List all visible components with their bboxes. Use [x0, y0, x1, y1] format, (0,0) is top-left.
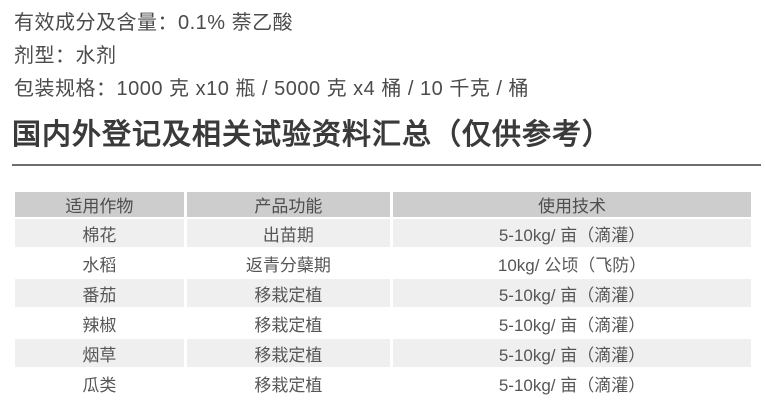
crop-cell: 辣椒	[15, 309, 184, 337]
product-info-section: 有效成分及含量：0.1% 萘乙酸 剂型：水剂 包装规格：1000 克 x10 瓶…	[0, 0, 765, 106]
info-line-packaging: 包装规格：1000 克 x10 瓶 / 5000 克 x4 桶 / 10 千克 …	[14, 78, 530, 100]
col-header-technique: 使用技术	[393, 192, 751, 217]
info-line-active-ingredient: 有效成分及含量：0.1% 萘乙酸	[14, 12, 294, 34]
technique-cell: 5-10kg/ 亩（滴灌）	[393, 219, 751, 247]
info-line-formulation: 剂型：水剂	[14, 45, 117, 67]
table-row: 水稻 返青分蘖期 10kg/ 公顷（飞防）	[15, 249, 751, 277]
col-header-crop: 适用作物	[15, 192, 184, 217]
function-cell: 移栽定植	[186, 339, 391, 367]
function-cell: 移栽定植	[186, 309, 391, 337]
crop-cell: 瓜类	[15, 369, 184, 397]
table-row: 辣椒 移栽定植 5-10kg/ 亩（滴灌）	[15, 309, 751, 337]
technique-cell: 5-10kg/ 亩（滴灌）	[393, 369, 751, 397]
col-header-function: 产品功能	[186, 192, 391, 217]
crop-cell: 棉花	[15, 219, 184, 247]
crop-cell: 烟草	[15, 339, 184, 367]
crop-cell: 番茄	[15, 279, 184, 307]
technique-cell: 5-10kg/ 亩（滴灌）	[393, 339, 751, 367]
section-title: 国内外登记及相关试验资料汇总（仅供参考）	[12, 119, 613, 151]
function-cell: 返青分蘖期	[186, 249, 391, 277]
technique-cell: 5-10kg/ 亩（滴灌）	[393, 309, 751, 337]
technique-cell: 10kg/ 公顷（飞防）	[393, 249, 751, 277]
table-row: 棉花 出苗期 5-10kg/ 亩（滴灌）	[15, 219, 751, 247]
table-row: 瓜类 移栽定植 5-10kg/ 亩（滴灌）	[15, 369, 751, 397]
section-divider	[12, 164, 761, 166]
table-row: 番茄 移栽定植 5-10kg/ 亩（滴灌）	[15, 279, 751, 307]
crop-cell: 水稻	[15, 249, 184, 277]
table-row: 烟草 移栽定植 5-10kg/ 亩（滴灌）	[15, 339, 751, 367]
function-cell: 出苗期	[186, 219, 391, 247]
registration-table: 适用作物 产品功能 使用技术 棉花 出苗期 5-10kg/ 亩（滴灌） 水稻 返…	[12, 190, 754, 399]
function-cell: 移栽定植	[186, 279, 391, 307]
technique-cell: 5-10kg/ 亩（滴灌）	[393, 279, 751, 307]
table-header-row: 适用作物 产品功能 使用技术	[15, 192, 751, 217]
function-cell: 移栽定植	[186, 369, 391, 397]
